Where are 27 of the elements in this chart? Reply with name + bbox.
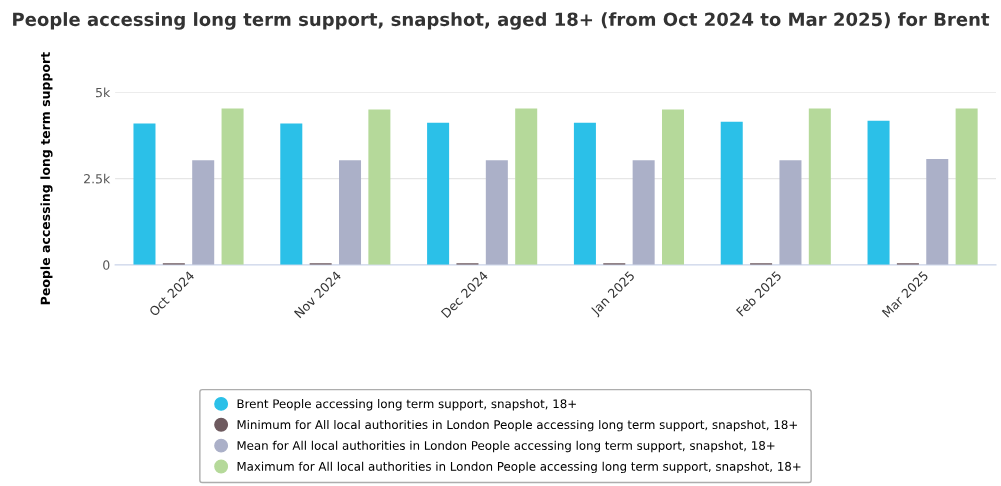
bar xyxy=(280,123,303,265)
bar xyxy=(221,108,244,265)
bar xyxy=(808,108,831,265)
bar xyxy=(661,109,685,265)
legend-label: Maximum for All local authorities in London People accessing long term support, snapshot, 18+ xyxy=(237,461,801,474)
legend-label: Brent People accessing long term support, snapshot, 18+ xyxy=(237,399,576,411)
y-tick-label: 2.5k xyxy=(84,173,111,184)
bar xyxy=(133,123,156,265)
y-axis-title: People accessing long term support xyxy=(40,52,53,305)
chart-title: People accessing long term support, snapshot, aged 18+ (from Oct 2024 to Mar 2025) for Brent xyxy=(13,12,990,30)
bar xyxy=(573,122,596,265)
legend-label: Minimum for All local authorities in London People accessing long term support, snapshot, 18+ xyxy=(237,419,797,432)
bar xyxy=(926,158,949,265)
bar xyxy=(485,160,508,265)
bar xyxy=(368,109,391,265)
legend-label: Mean for All local authorities in London People accessing long term support, snapshot, 18+ xyxy=(237,440,775,453)
bar xyxy=(515,108,538,265)
y-tick-label: 0 xyxy=(103,260,110,270)
y-tick-label: 5k xyxy=(96,87,111,98)
bar xyxy=(867,120,890,265)
bar xyxy=(339,160,362,265)
bar xyxy=(427,122,450,265)
bar xyxy=(955,108,978,265)
bar xyxy=(192,160,215,265)
bar xyxy=(779,160,802,265)
bar xyxy=(632,160,655,265)
bar xyxy=(720,121,743,265)
